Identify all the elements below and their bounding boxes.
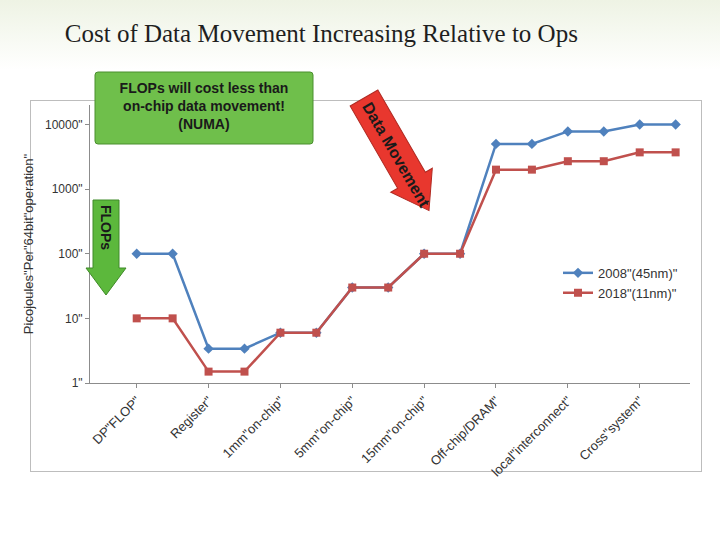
svg-text:Off‐chip/DRAM": Off‐chip/DRAM": [427, 393, 503, 469]
svg-text:2008"(45nm)": 2008"(45nm)": [598, 266, 678, 281]
svg-text:(NUMA): (NUMA): [178, 116, 229, 132]
svg-text:100": 100": [58, 247, 82, 261]
svg-text:10": 10": [65, 312, 83, 326]
svg-text:5mm"on‐chip": 5mm"on‐chip": [291, 393, 359, 461]
svg-text:Cost of Data Movement Increasi: Cost of Data Movement Increasing Relativ…: [65, 20, 578, 47]
svg-text:DP"FLOP": DP"FLOP": [90, 393, 144, 447]
svg-text:10000": 10000": [45, 118, 83, 132]
svg-text:FLOPs will cost less than: FLOPs will cost less than: [120, 80, 289, 96]
svg-text:Picojoules"Per"64bit"operation: Picojoules"Per"64bit"operation": [21, 153, 36, 334]
svg-text:1mm"on‐chip": 1mm"on‐chip": [219, 393, 287, 461]
svg-text:15mm"on‐chip": 15mm"on‐chip": [358, 393, 431, 466]
svg-text:1000": 1000": [52, 182, 83, 196]
svg-text:FLOPs: FLOPs: [98, 205, 114, 250]
svg-text:on-chip data movement!: on-chip data movement!: [123, 98, 285, 114]
svg-text:1": 1": [72, 376, 83, 390]
svg-text:2018"(11nm)": 2018"(11nm)": [598, 286, 677, 301]
svg-text:Data Movement: Data Movement: [359, 99, 433, 210]
svg-text:Cross"system": Cross"system": [576, 393, 647, 464]
svg-text:local"interconnect": local"interconnect": [488, 393, 574, 479]
svg-text:Register": Register": [167, 393, 215, 441]
